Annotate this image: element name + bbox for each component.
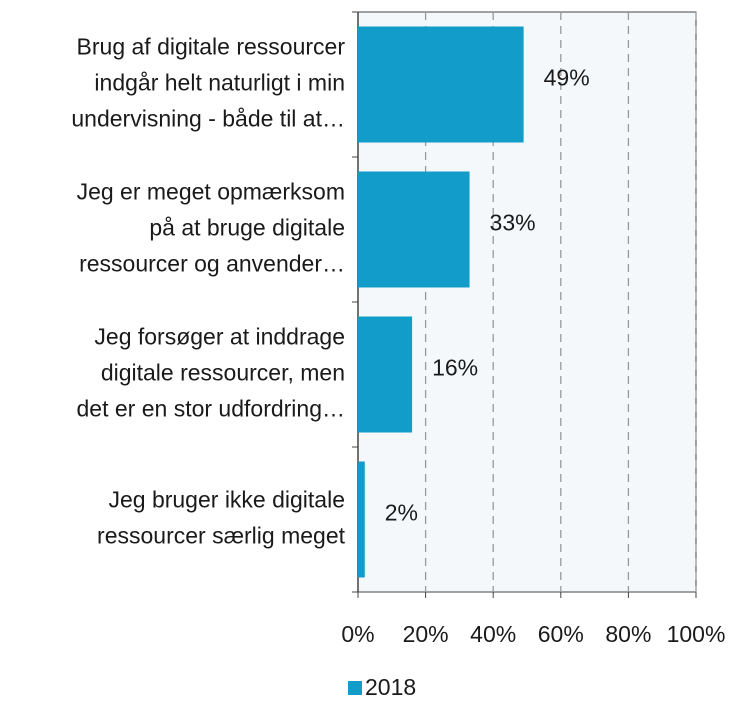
bar [358,26,524,143]
y-tick-label: Jeg bruger ikke digitale ressourcer særli… [97,487,346,549]
y-tick-label: Jeg forsøger at inddrage digitale ressour… [77,324,345,422]
x-tick-label: 60% [538,621,584,647]
value-label: 2% [385,500,418,526]
x-tick-label: 80% [605,621,651,647]
x-tick-label: 0% [341,621,374,647]
x-tick-label: 40% [470,621,516,647]
legend-label: 2018 [365,674,416,700]
bar [358,171,470,288]
legend-swatch [348,681,362,695]
x-tick-label: 100% [667,621,726,647]
value-label: 16% [432,355,478,381]
y-tick-label: Brug af digitale ressourcer indgår helt n… [71,34,345,132]
x-tick-label: 20% [403,621,449,647]
y-tick-label: Jeg er meget opmærksom på at bruge digita… [77,179,345,277]
bar [358,461,365,578]
value-label: 49% [544,65,590,91]
bar [358,316,413,433]
value-label: 33% [490,210,536,236]
